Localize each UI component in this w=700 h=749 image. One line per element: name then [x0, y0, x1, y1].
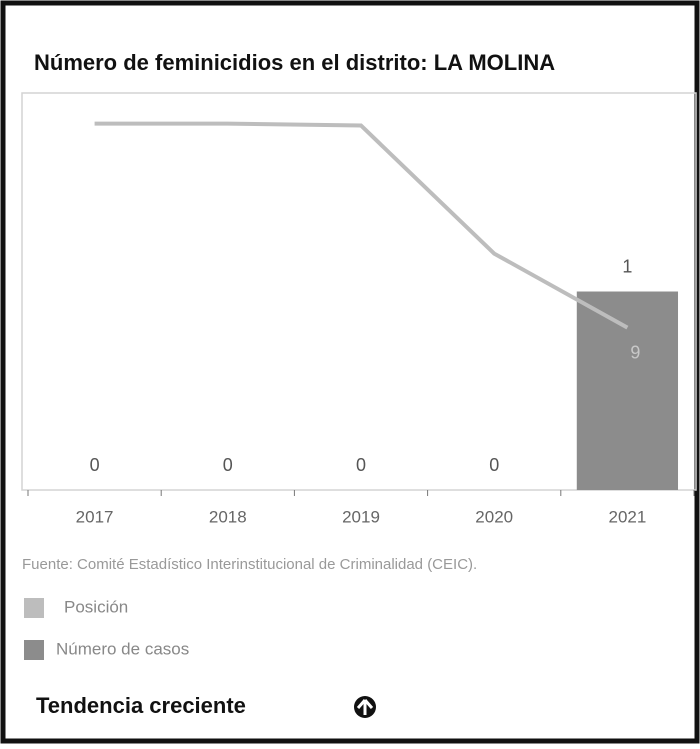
- plot-frame: [21, 92, 697, 491]
- legend-label: Número de casos: [56, 639, 189, 658]
- x-tick-label: 2019: [342, 507, 380, 526]
- legend-swatch: [24, 640, 44, 660]
- bar-value-label: 0: [489, 455, 499, 475]
- chart-title: Número de feminicidios en el distrito: L…: [34, 50, 555, 75]
- x-tick-label: 2020: [475, 507, 513, 526]
- x-tick-label: 2018: [209, 507, 247, 526]
- x-tick-label: 2017: [76, 507, 114, 526]
- legend-swatch: [24, 598, 44, 618]
- source: Fuente: Comité Estadístico Interinstituc…: [22, 556, 477, 573]
- footer: Tendencia creciente: [36, 693, 246, 718]
- bar: [576, 291, 679, 490]
- bar-value-label: 0: [223, 455, 233, 475]
- line-value-label: 9: [630, 342, 640, 362]
- bar-value-label: 0: [90, 455, 100, 475]
- x-tick-label: 2021: [608, 507, 646, 526]
- legend-label: Posición: [64, 597, 128, 616]
- trend-arrow: [356, 699, 374, 715]
- line: [94, 121, 629, 330]
- bar-value-label: 1: [622, 256, 632, 276]
- bar-value-label: 0: [356, 455, 366, 475]
